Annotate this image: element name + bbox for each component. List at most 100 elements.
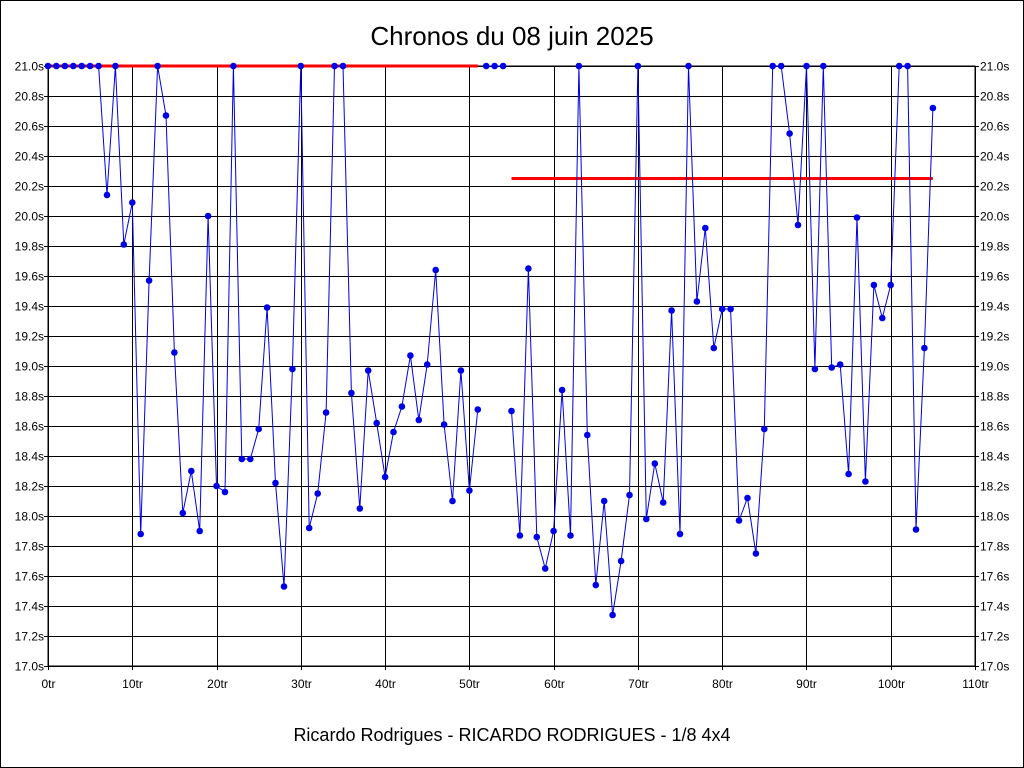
y-axis-ticks: 17.0s 17.0s 17.2s 17.2s 17.4s 17.4s 17.6s 17.6s… [15,60,1010,674]
data-point [120,241,128,248]
data-point [373,419,381,427]
y-tick-label-right: 17.4s [980,600,1009,614]
x-tick-label: 80tr [712,677,733,691]
y-tick-label-right: 20.6s [980,120,1009,134]
data-point [70,62,77,70]
y-tick-label-right: 19.0s [980,360,1009,374]
data-point [575,62,583,70]
chart-subtitle: Ricardo Rodrigues - RICARDO RODRIGUES - … [293,725,730,745]
y-tick-label-left: 17.8s [15,540,44,554]
data-point [356,505,364,512]
data-point [331,62,338,70]
data-point [761,425,768,433]
data-point [710,344,718,352]
data-point [297,62,305,70]
y-tick-label-left: 17.6s [15,570,44,584]
data-point [643,515,650,523]
y-tick-label-right: 18.6s [980,420,1009,434]
y-tick-label-left: 20.8s [15,90,44,104]
data-point [912,526,920,533]
data-point [853,214,861,221]
y-tick-label-left: 20.2s [15,180,44,194]
y-tick-label-right: 20.2s [980,180,1009,194]
data-point [811,365,819,373]
data-point [204,212,212,220]
x-tick-label: 60tr [544,677,565,691]
data-point [769,62,776,70]
data-point [137,530,144,538]
y-tick-label-left: 17.0s [15,660,44,674]
data-point [339,62,347,70]
data-point [457,367,465,374]
data-point [887,281,894,289]
data-point [567,532,574,539]
x-axis-ticks: 0tr 10tr 20tr 30tr 40tr 50tr 60tr 70tr 80tr 90tr 1… [41,666,989,691]
y-tick-label-right: 17.8s [980,540,1009,554]
data-point [685,62,692,70]
y-tick-label-left: 18.4s [15,450,44,464]
data-point [491,62,498,70]
data-point [845,470,852,478]
y-tick-label-left: 19.6s [15,270,44,284]
y-tick-label-right: 19.6s [980,270,1009,284]
data-point [390,428,397,436]
y-tick-label-right: 19.4s [980,300,1009,314]
data-point [668,307,675,314]
x-tick-label: 100tr [878,677,905,691]
data-point [398,403,406,410]
data-point [702,224,709,232]
data-point [247,455,254,463]
data-point [95,62,102,70]
data-point [289,365,296,373]
y-tick-label-left: 18.8s [15,390,44,404]
y-tick-label-left: 20.0s [15,210,44,224]
data-point [777,62,785,70]
data-point [154,62,161,70]
data-point [592,581,600,589]
data-point [78,62,85,70]
data-point [449,497,456,505]
data-point [525,265,532,272]
x-tick-label: 20tr [207,677,228,691]
data-point [407,352,414,359]
y-tick-label-left: 19.4s [15,300,44,314]
data-point [870,281,878,289]
data-point [609,611,616,619]
data-point [693,298,701,305]
data-point [322,409,330,416]
data-point [794,221,802,229]
data-point [44,62,52,70]
data-point [432,266,440,274]
x-tick-label: 110tr [962,677,988,691]
data-point [474,406,482,413]
data-point [305,524,313,532]
x-tick-label: 70tr [628,677,649,691]
data-point [162,112,170,119]
y-tick-label-right: 20.0s [980,210,1009,224]
data-point [440,421,448,428]
y-tick-label-left: 18.2s [15,480,44,494]
x-tick-label: 30tr [291,677,312,691]
data-point [171,349,178,356]
y-tick-label-left: 18.6s [15,420,44,434]
y-tick-label-right: 19.8s [980,240,1009,254]
y-tick-label-left: 20.4s [15,150,44,164]
data-point [348,389,355,397]
data-point [820,62,827,70]
y-tick-label-right: 18.8s [980,390,1009,404]
data-point [879,314,886,322]
data-point [584,431,591,439]
y-tick-label-right: 17.6s [980,570,1009,584]
y-tick-label-right: 19.2s [980,330,1009,344]
data-point [786,130,793,137]
data-point [626,491,633,499]
data-point [129,199,136,206]
data-point [255,425,262,433]
data-point [482,62,490,70]
data-point [499,62,507,70]
y-tick-label-left: 17.4s [15,600,44,614]
data-point [921,344,928,352]
data-point [61,62,69,70]
